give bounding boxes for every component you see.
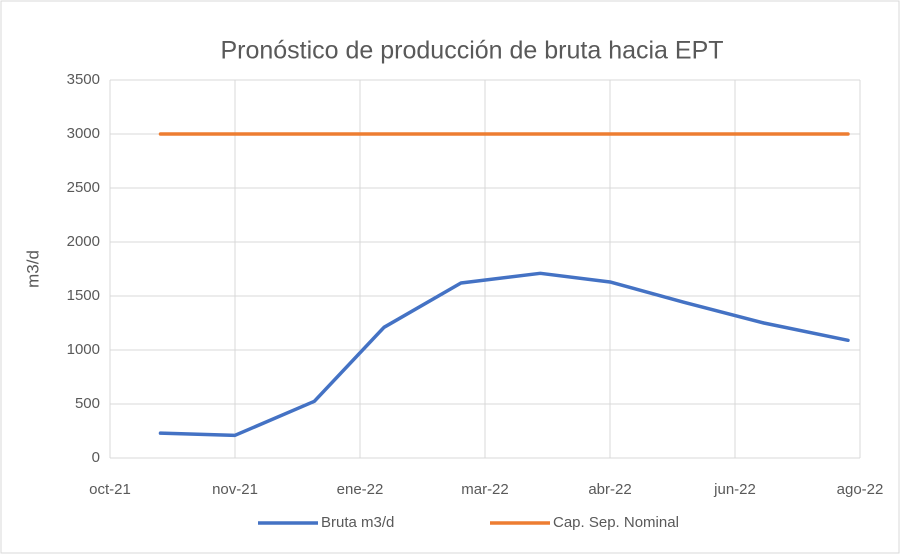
x-tick-label: abr-22 xyxy=(588,481,631,498)
legend-label: Cap. Sep. Nominal xyxy=(553,514,679,531)
y-tick-label: 0 xyxy=(92,449,100,466)
series-line xyxy=(158,271,850,438)
legend-label: Bruta m3/d xyxy=(321,514,394,531)
x-tick-label: mar-22 xyxy=(461,481,509,498)
y-tick-label: 500 xyxy=(75,395,100,412)
x-tick-label: jun-22 xyxy=(713,481,756,498)
y-axis-label: m3/d xyxy=(23,250,42,288)
chart-title: Pronóstico de producción de bruta hacia … xyxy=(220,37,723,65)
y-tick-label: 1000 xyxy=(67,341,100,358)
y-tick-label: 3500 xyxy=(67,71,100,88)
x-tick-label: oct-21 xyxy=(89,481,131,498)
y-tick-label: 1500 xyxy=(67,287,100,304)
x-tick-label: nov-21 xyxy=(212,481,258,498)
y-tick-label: 3000 xyxy=(67,125,100,142)
y-tick-label: 2000 xyxy=(67,233,100,250)
x-tick-label: ago-22 xyxy=(837,481,884,498)
y-tick-label: 2500 xyxy=(67,179,100,196)
x-tick-label: ene-22 xyxy=(337,481,384,498)
